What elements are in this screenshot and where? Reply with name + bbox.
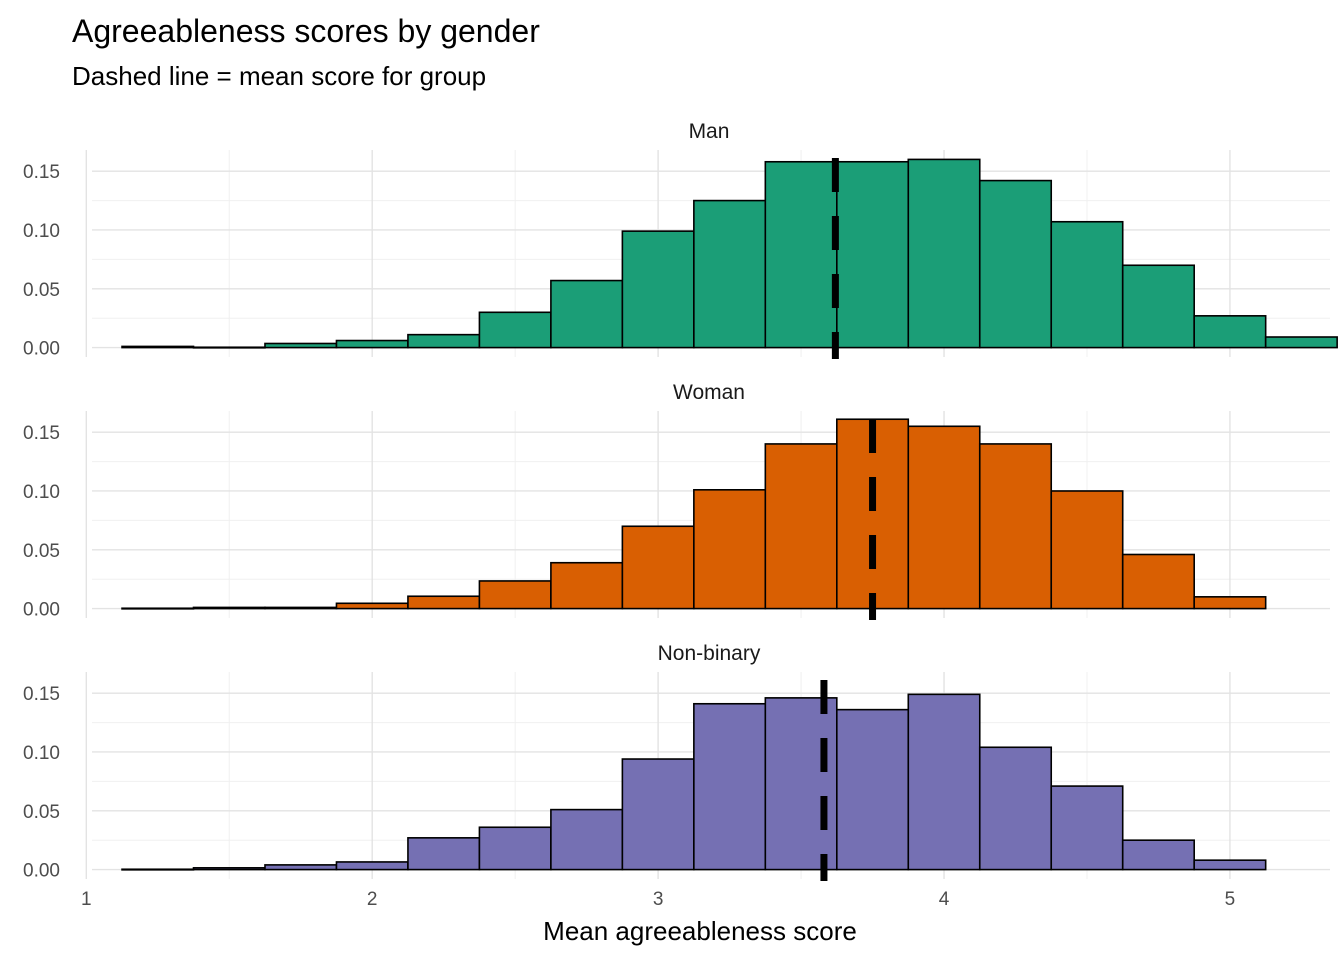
histogram-bar <box>335 602 409 610</box>
histogram-bar <box>1121 553 1195 610</box>
histogram-bar <box>550 279 624 349</box>
histogram-bars <box>121 418 1267 610</box>
histogram-bar <box>978 443 1053 610</box>
histogram-bar <box>121 607 195 610</box>
histogram-bar <box>192 867 266 871</box>
histogram-bar <box>121 345 195 349</box>
histogram-bar <box>907 158 981 349</box>
y-tick-label: 0.00 <box>23 600 60 621</box>
histogram-bar <box>264 606 338 610</box>
chart-title: Agreeableness scores by gender <box>72 13 540 49</box>
x-tick-label: 1 <box>81 889 92 910</box>
histogram-bar <box>407 837 481 871</box>
y-tick-label: 0.05 <box>23 802 60 823</box>
histogram-bar <box>693 702 767 871</box>
histogram-bar <box>407 595 481 610</box>
x-tick-label: 3 <box>653 889 664 910</box>
histogram-bar <box>978 179 1053 349</box>
histogram-bar <box>1193 859 1267 871</box>
histogram-bar <box>335 339 409 349</box>
y-tick-label: 0.10 <box>23 482 60 503</box>
histogram-bar <box>1193 315 1267 349</box>
histogram-bar <box>693 199 767 349</box>
histogram-bar <box>1264 336 1338 349</box>
histogram-bar <box>192 606 266 610</box>
y-tick-label: 0.15 <box>23 423 60 444</box>
histogram-bar <box>550 808 624 871</box>
histogram-bar <box>907 693 981 871</box>
histogram-bar <box>621 758 695 871</box>
histogram-bar <box>1050 785 1124 871</box>
facet-label: Non-binary <box>658 642 761 665</box>
panel-non-binary: Non-binary 0.00 0.05 0.10 0.15 <box>23 642 1330 882</box>
histogram-bar <box>1121 264 1195 349</box>
facet-panels: Man 0.00 0.05 0.10 0.15 Woman 0.00 0.05 0.10 0.15… <box>23 120 1338 882</box>
histogram-bar <box>407 333 481 349</box>
histogram-bar <box>550 561 624 610</box>
y-tick-label: 0.05 <box>23 541 60 562</box>
histogram-bar <box>1050 220 1124 349</box>
x-tick-label: 5 <box>1225 889 1236 910</box>
histogram-bar <box>335 861 409 871</box>
x-tick-label: 4 <box>939 889 950 910</box>
histogram-bars <box>121 158 1338 349</box>
y-tick-label: 0.10 <box>23 743 60 764</box>
histogram-bar <box>478 826 552 871</box>
y-tick-label: 0.05 <box>23 280 60 301</box>
x-axis-label: Mean agreeableness score <box>543 916 857 946</box>
facet-label: Man <box>689 120 730 143</box>
y-tick-label: 0.15 <box>23 162 60 183</box>
histogram-bar <box>836 708 910 871</box>
histogram-bar <box>478 580 552 610</box>
histogram-bar <box>907 425 981 610</box>
facet-label: Woman <box>673 381 745 404</box>
histogram-bar <box>764 160 838 349</box>
histogram-bar <box>121 868 195 871</box>
histogram-bar <box>978 746 1053 871</box>
chart-subtitle: Dashed line = mean score for group <box>72 61 486 91</box>
histogram-bar <box>621 230 695 349</box>
histogram-bar <box>1050 490 1124 610</box>
panel-woman: Woman 0.00 0.05 0.10 0.15 <box>23 381 1330 621</box>
histogram-bar <box>693 489 767 610</box>
y-tick-label: 0.00 <box>23 861 60 882</box>
histogram-bar <box>836 160 910 349</box>
histogram-bar <box>1121 839 1195 871</box>
y-tick-label: 0.10 <box>23 221 60 242</box>
histogram-bar <box>264 342 338 349</box>
histogram-bar <box>1193 596 1267 610</box>
x-tick-label: 2 <box>367 889 378 910</box>
histogram-bars <box>121 693 1267 871</box>
histogram-bar <box>192 346 266 349</box>
histogram-bar <box>764 697 838 871</box>
y-tick-label: 0.00 <box>23 339 60 360</box>
histogram-bar <box>478 311 552 349</box>
y-tick-label: 0.15 <box>23 684 60 705</box>
panel-man: Man 0.00 0.05 0.10 0.15 <box>23 120 1338 360</box>
histogram-bar <box>264 864 338 871</box>
histogram-bar <box>621 525 695 610</box>
histogram-bar <box>764 443 838 610</box>
x-axis: 1 2 3 4 5 <box>81 889 1235 910</box>
